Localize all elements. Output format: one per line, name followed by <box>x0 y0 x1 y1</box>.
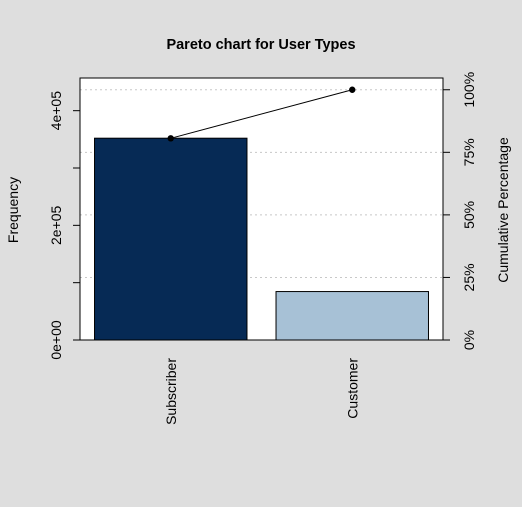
y-axis-label: Frequency <box>5 177 21 243</box>
x-tick-label: Customer <box>344 358 360 419</box>
y2-tick-label: 25% <box>461 263 477 291</box>
y2-tick-label: 100% <box>461 72 477 108</box>
cumulative-line <box>170 89 353 139</box>
plot-frame <box>79 77 444 341</box>
plot-area: 0e+00 2e+05 4e+05 0% 25% 50% 75% 100% Subscriber… <box>48 72 477 425</box>
y2-tick-label: 50% <box>461 201 477 229</box>
y-tick-label: 4e+05 <box>48 91 64 131</box>
cumulative-point <box>349 86 356 93</box>
y2-tick-label: 0% <box>461 330 477 350</box>
y2-tick-label: 75% <box>461 138 477 166</box>
bar-customer <box>275 291 429 341</box>
x-tick-label: Subscriber <box>163 358 179 425</box>
y-tick-label: 0e+00 <box>48 320 64 360</box>
y2-axis-label: Cumulative Percentage <box>495 137 511 283</box>
y-tick-label: 2e+05 <box>48 205 64 245</box>
cumulative-point <box>167 135 174 142</box>
bar-subscriber <box>94 137 248 341</box>
chart-title: Pareto chart for User Types <box>166 37 355 53</box>
